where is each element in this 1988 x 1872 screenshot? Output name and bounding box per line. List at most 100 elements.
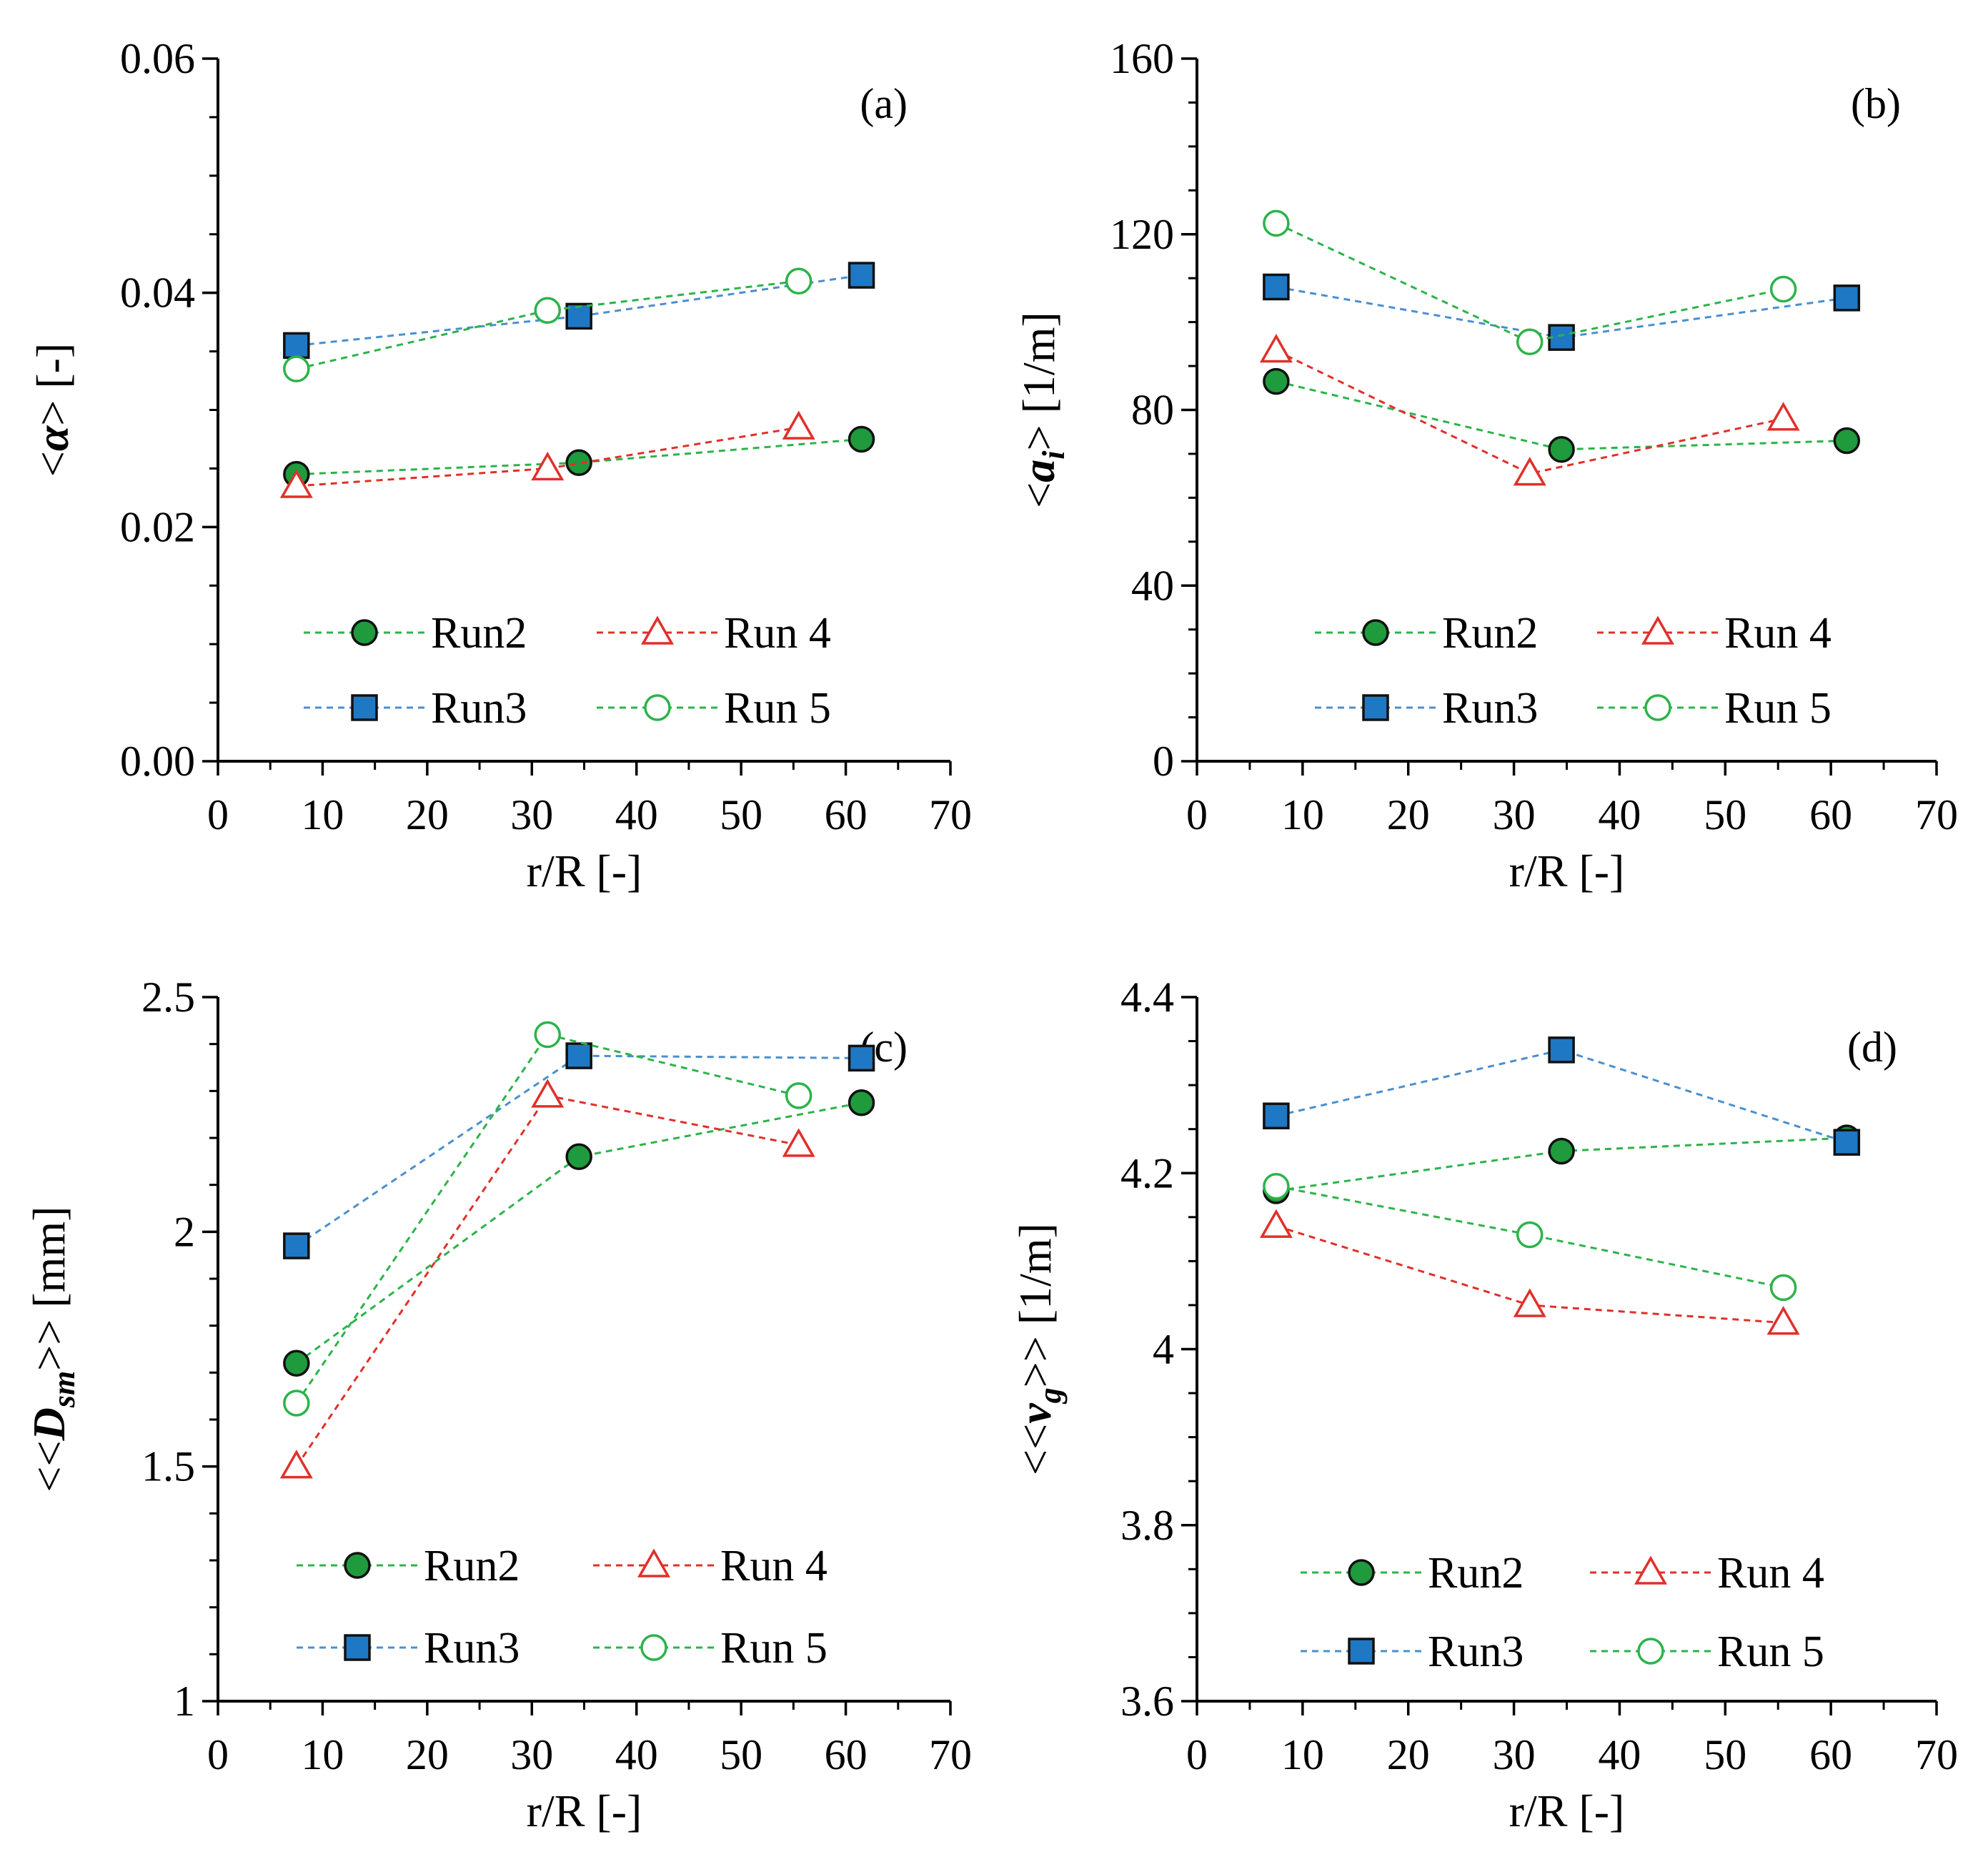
- x-tick-label: 10: [301, 791, 344, 838]
- panel-label: (a): [860, 80, 908, 127]
- data-point: [1548, 436, 1575, 463]
- y-axis-title-suffix: > [-]: [27, 343, 78, 426]
- legend-label: Run2: [1442, 609, 1538, 658]
- y-axis-title-subscript: i: [1036, 450, 1071, 460]
- legend-entry-run3: Run3: [297, 1624, 520, 1673]
- legend-entry-run3: Run3: [1301, 1628, 1524, 1676]
- y-tick-label: 4.4: [1120, 974, 1174, 1021]
- legend-entry-run4: Run 4: [597, 609, 831, 658]
- data-point: [1263, 209, 1290, 237]
- legend-entry-run4: Run 4: [1590, 1549, 1824, 1598]
- data-point: [283, 332, 310, 360]
- x-tick-label: 40: [1598, 1731, 1641, 1778]
- y-axis-title-symbol: D: [24, 1407, 74, 1441]
- y-tick-label: 4: [1153, 1326, 1174, 1373]
- y-axis-title-prefix: <<: [1010, 1424, 1060, 1475]
- data-point: [531, 1079, 565, 1108]
- data-point: [283, 1390, 310, 1417]
- y-tick-label: 4.2: [1120, 1149, 1174, 1197]
- y-tick-label: 0.00: [120, 738, 195, 785]
- y-axis-title: <<vg>> [1/m]: [1010, 1223, 1068, 1475]
- legend-marker: [1641, 615, 1675, 645]
- x-tick-label: 40: [615, 1731, 658, 1778]
- legend-entry-run2: Run2: [1315, 609, 1538, 658]
- series-line: [295, 1033, 800, 1404]
- legend-label: Run3: [1442, 684, 1538, 733]
- legend-label: Run 5: [1724, 684, 1832, 733]
- series-run4: [279, 410, 815, 498]
- legend-label: Run 5: [724, 684, 831, 733]
- legend-marker: [640, 1634, 667, 1661]
- data-point: [1259, 1209, 1293, 1238]
- data-point: [785, 267, 812, 295]
- x-axis-title: r/R [-]: [1509, 846, 1625, 896]
- series-line: [1276, 1049, 1847, 1144]
- data-point: [283, 1232, 310, 1259]
- legend-label: Run2: [424, 1542, 520, 1590]
- series-line: [295, 1094, 799, 1467]
- data-point: [1263, 1102, 1290, 1129]
- y-axis-title-symbol: v: [1010, 1403, 1060, 1424]
- legend-marker: [1634, 1555, 1668, 1585]
- data-point: [1516, 1221, 1544, 1249]
- data-point: [1263, 1172, 1290, 1200]
- y-tick-label: 0.04: [120, 269, 195, 317]
- legend-marker: [1348, 1638, 1375, 1665]
- chart-panel-c: 1 1.5 2 2.5 0 10 20 30 40 50 60 70 r/R [-] <<Dsm>> [m…: [24, 974, 972, 1836]
- series-line: [296, 274, 862, 347]
- y-axis-title: <ai> [1/m]: [1013, 312, 1071, 508]
- legend-marker: [637, 1548, 671, 1578]
- y-tick-label: 160: [1110, 35, 1174, 82]
- y-axis-title-subscript: sm: [46, 1371, 81, 1408]
- data-point: [848, 262, 875, 289]
- series-run5: [283, 1021, 812, 1417]
- y-tick-label: 0.02: [120, 503, 195, 550]
- legend-label: Run3: [424, 1624, 520, 1673]
- data-point: [279, 1450, 313, 1479]
- y-tick-label: 120: [1110, 211, 1174, 258]
- legend-marker: [1637, 1638, 1664, 1665]
- series-run5: [1263, 209, 1797, 356]
- legend-marker: [640, 615, 675, 645]
- data-point: [1513, 457, 1546, 486]
- data-point: [1259, 334, 1293, 363]
- y-axis-title-prefix: <: [27, 451, 78, 477]
- x-tick-label: 60: [1809, 791, 1852, 838]
- panel-label: (b): [1851, 80, 1901, 127]
- legend-marker: [351, 694, 378, 721]
- x-tick-label: 10: [1281, 791, 1324, 838]
- x-tick-label: 50: [720, 791, 762, 838]
- y-tick-label: 40: [1131, 562, 1174, 609]
- x-tick-label: 50: [720, 1731, 762, 1778]
- data-point: [1833, 284, 1861, 312]
- x-tick-label: 70: [929, 1731, 972, 1778]
- legend-marker: [1348, 1559, 1375, 1586]
- series-run2: [1263, 1124, 1861, 1204]
- series-run3: [1263, 1036, 1861, 1156]
- data-point: [279, 469, 313, 498]
- y-tick-label: 2.5: [141, 974, 195, 1021]
- series-line: [1276, 1185, 1784, 1289]
- series-run3: [283, 1042, 875, 1259]
- series-line: [1276, 350, 1784, 475]
- legend-label: Run 4: [724, 609, 831, 658]
- data-point: [848, 1044, 875, 1072]
- x-tick-label: 10: [301, 1731, 344, 1778]
- legend-marker: [644, 694, 671, 721]
- legend-entry-run5: Run 5: [1590, 1628, 1824, 1676]
- y-axis-title: <<Dsm>> [mm]: [24, 1206, 81, 1492]
- data-point: [782, 410, 815, 440]
- x-axis-title: r/R [-]: [1509, 1786, 1625, 1836]
- data-point: [565, 1143, 592, 1171]
- legend-entry-run5: Run 5: [1597, 684, 1832, 733]
- series-run4: [1259, 334, 1800, 486]
- chart-panel-d: 3.6 3.8 4 4.2 4.4 0 10 20 30 40 50 60 70 r/R [-] <<vg>…: [1010, 974, 1958, 1836]
- legend-marker: [351, 619, 378, 646]
- legend-entry-run4: Run 4: [1597, 609, 1832, 658]
- panel-label: (d): [1847, 1024, 1897, 1071]
- data-point: [565, 1042, 592, 1069]
- x-tick-label: 70: [1915, 791, 1958, 838]
- data-point: [1833, 427, 1861, 455]
- legend: Run2 Run 4 Run3 Run 5: [304, 609, 831, 733]
- y-tick-label: 0: [1153, 738, 1174, 785]
